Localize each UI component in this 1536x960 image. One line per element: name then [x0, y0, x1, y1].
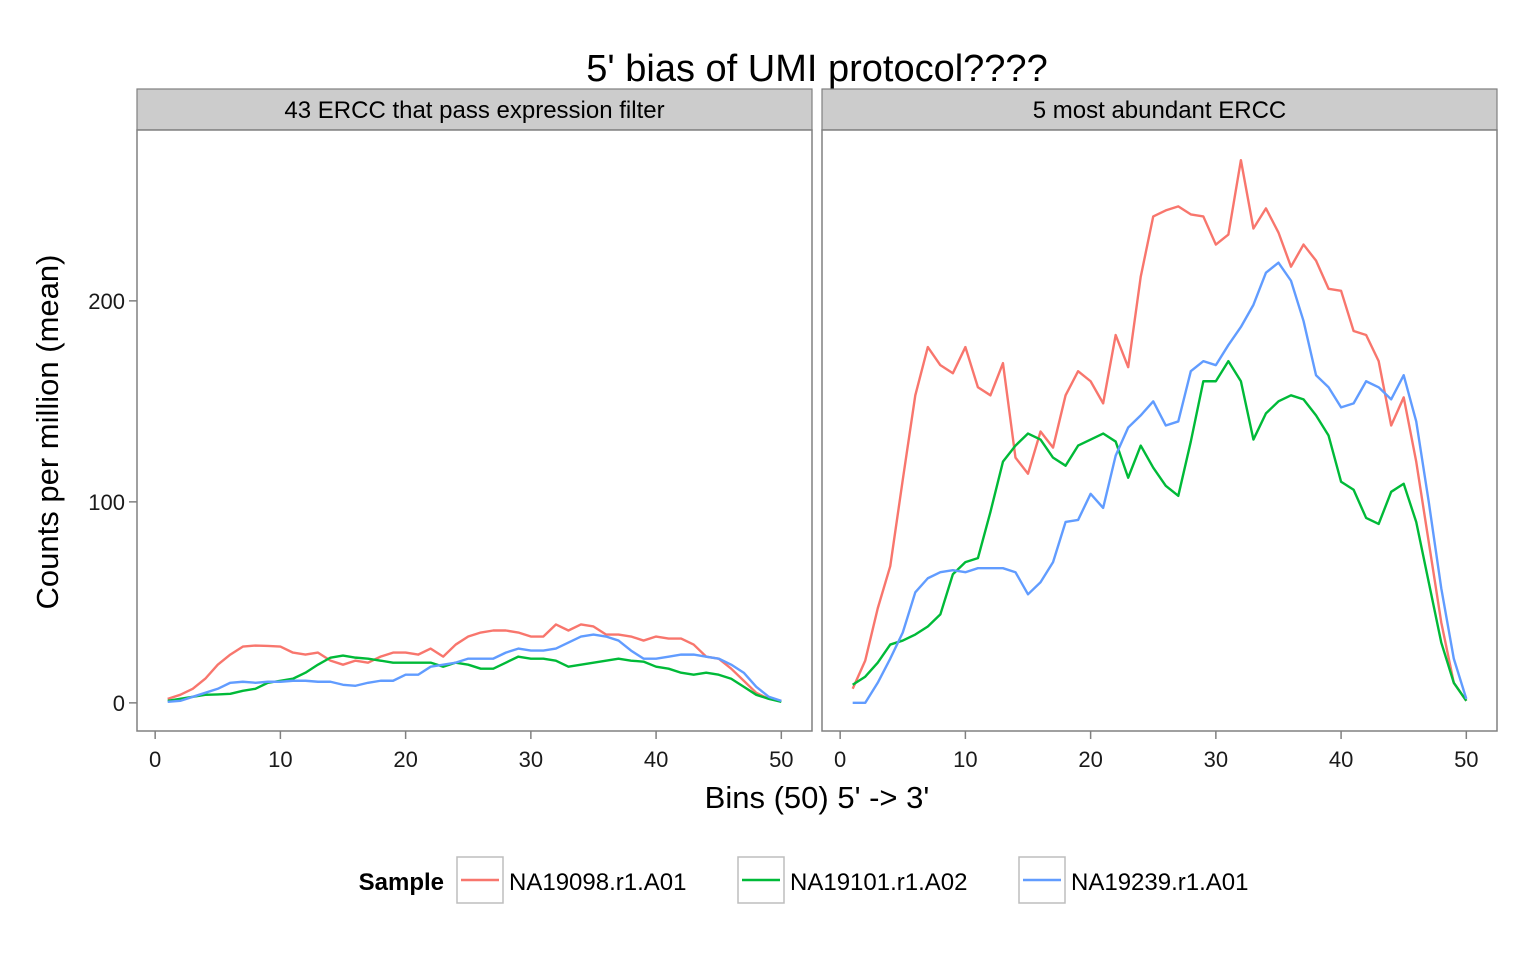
x-tick-label-right-0: 0: [834, 747, 846, 772]
x-tick-label-left-50: 50: [769, 747, 793, 772]
x-tick-label-left-10: 10: [268, 747, 292, 772]
chart-title: 5' bias of UMI protocol????: [586, 48, 1047, 90]
x-axis-ticks-right: 0 10 20 30 40 50: [834, 731, 1479, 772]
plot-area-right: [821, 129, 1498, 732]
legend: Sample NA19098.r1.A01 NA19101.r1.A02 NA1…: [359, 856, 1248, 904]
panel-right: 5 most abundant ERCC 0 10 20 30 40 50: [821, 88, 1498, 772]
strip-background-left: [136, 88, 813, 131]
legend-title: Sample: [359, 869, 444, 896]
x-tick-label-left-0: 0: [149, 747, 161, 772]
series-line-right-na19101-r1-a02: [852, 359, 1468, 702]
legend-label-na19101: NA19101.r1.A02: [790, 869, 967, 896]
series-line-right-na19098-r1-a01: [851, 158, 1468, 702]
y-axis-ticks: 0 100 200: [88, 289, 137, 716]
strip-background-right: [821, 88, 1498, 131]
series-lines-right: [851, 158, 1468, 705]
series-lines-left: [167, 623, 782, 704]
legend-label-na19239: NA19239.r1.A01: [1071, 869, 1248, 896]
x-axis-ticks-left: 0 10 20 30 40 50: [149, 731, 794, 772]
x-tick-label-left-20: 20: [393, 747, 417, 772]
x-tick-label-right-10: 10: [953, 747, 977, 772]
legend-item-na19098: NA19098.r1.A01: [456, 856, 686, 904]
x-tick-label-right-20: 20: [1078, 747, 1102, 772]
legend-label-na19098: NA19098.r1.A01: [509, 869, 686, 896]
y-tick-label-200: 200: [88, 289, 125, 314]
series-line-left-na19098-r1-a01: [167, 623, 782, 703]
x-tick-label-right-50: 50: [1454, 747, 1478, 772]
plot-area-left: [136, 129, 813, 732]
series-line-right-na19239-r1-a01: [852, 261, 1468, 705]
series-line-left-na19239-r1-a01: [167, 633, 782, 704]
legend-item-na19239: NA19239.r1.A01: [1018, 856, 1248, 904]
strip-label-right: 5 most abundant ERCC: [1033, 97, 1286, 124]
y-tick-label-100: 100: [88, 490, 125, 515]
y-tick-label-0: 0: [113, 691, 125, 716]
legend-item-na19101: NA19101.r1.A02: [737, 856, 967, 904]
panel-left: 43 ERCC that pass expression filter 0 10 2…: [88, 88, 813, 772]
x-tick-label-right-30: 30: [1204, 747, 1228, 772]
x-axis-title: Bins (50) 5' -> 3': [705, 780, 930, 815]
x-tick-label-left-40: 40: [644, 747, 668, 772]
x-tick-label-right-40: 40: [1329, 747, 1353, 772]
y-axis-title: Counts per million (mean): [30, 255, 65, 610]
x-tick-label-left-30: 30: [519, 747, 543, 772]
strip-label-left: 43 ERCC that pass expression filter: [284, 97, 664, 124]
